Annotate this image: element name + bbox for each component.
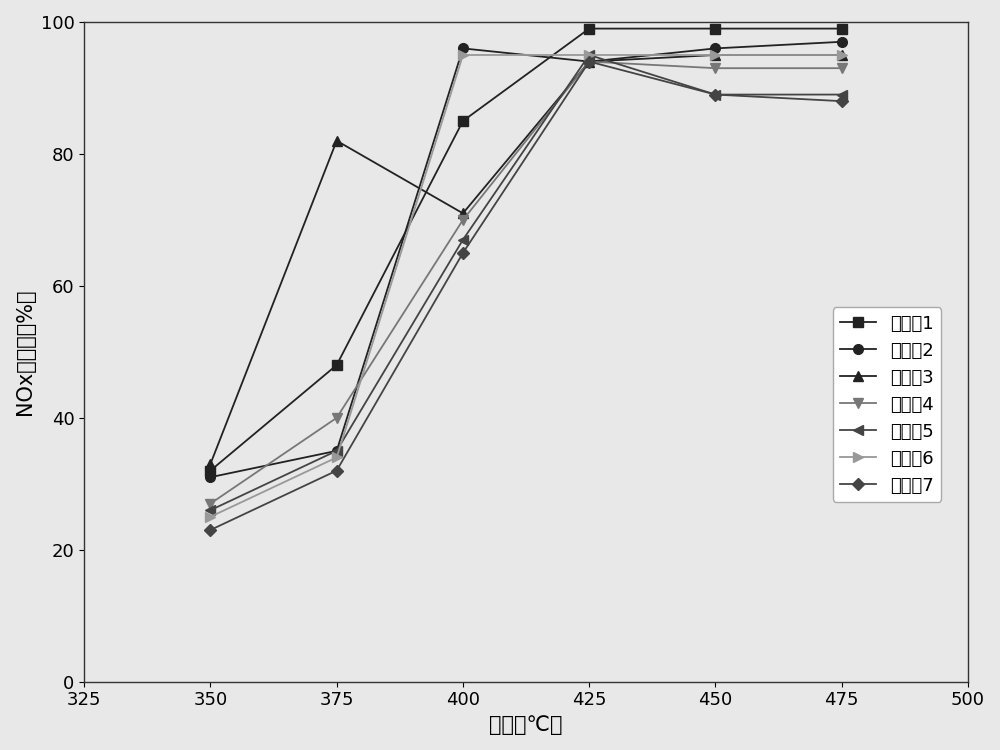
实施例5 bbox=[709, 90, 721, 99]
实施例2 bbox=[709, 44, 721, 53]
Line: 实施例3: 实施例3 bbox=[206, 50, 847, 469]
Line: 实施例2: 实施例2 bbox=[206, 37, 847, 482]
实施例4 bbox=[836, 64, 848, 73]
Legend: 实施例1, 实施例2, 实施例3, 实施例4, 实施例5, 实施例6, 实施例7: 实施例1, 实施例2, 实施例3, 实施例4, 实施例5, 实施例6, 实施例7 bbox=[833, 308, 941, 502]
实施例2 bbox=[204, 472, 216, 482]
实施例4 bbox=[204, 499, 216, 508]
实施例3 bbox=[204, 460, 216, 469]
实施例7 bbox=[836, 97, 848, 106]
实施例4 bbox=[331, 413, 343, 422]
实施例4 bbox=[709, 64, 721, 73]
Line: 实施例4: 实施例4 bbox=[206, 57, 847, 509]
实施例2 bbox=[836, 38, 848, 46]
实施例6 bbox=[709, 50, 721, 59]
实施例3 bbox=[583, 57, 595, 66]
实施例5 bbox=[836, 90, 848, 99]
实施例5 bbox=[457, 236, 469, 244]
实施例2 bbox=[457, 44, 469, 53]
实施例4 bbox=[583, 57, 595, 66]
实施例2 bbox=[583, 57, 595, 66]
实施例3 bbox=[836, 50, 848, 59]
实施例5 bbox=[583, 50, 595, 59]
Line: 实施例6: 实施例6 bbox=[206, 50, 847, 522]
实施例1 bbox=[709, 24, 721, 33]
实施例1 bbox=[204, 466, 216, 475]
实施例4 bbox=[457, 215, 469, 224]
Y-axis label: NOx转化率（%）: NOx转化率（%） bbox=[15, 289, 35, 415]
实施例3 bbox=[709, 50, 721, 59]
实施例3 bbox=[331, 136, 343, 146]
实施例7 bbox=[709, 90, 721, 99]
实施例6 bbox=[204, 512, 216, 521]
实施例1 bbox=[457, 116, 469, 125]
实施例6 bbox=[331, 453, 343, 462]
Line: 实施例5: 实施例5 bbox=[206, 50, 847, 515]
Line: 实施例1: 实施例1 bbox=[206, 24, 847, 476]
实施例1 bbox=[583, 24, 595, 33]
X-axis label: 温度（℃）: 温度（℃） bbox=[489, 715, 563, 735]
Line: 实施例7: 实施例7 bbox=[206, 58, 846, 534]
实施例7 bbox=[204, 526, 216, 535]
实施例1 bbox=[331, 361, 343, 370]
实施例7 bbox=[457, 248, 469, 257]
实施例5 bbox=[204, 506, 216, 515]
实施例1 bbox=[836, 24, 848, 33]
实施例5 bbox=[331, 446, 343, 455]
实施例6 bbox=[457, 50, 469, 59]
实施例7 bbox=[331, 466, 343, 475]
实施例3 bbox=[457, 209, 469, 218]
实施例7 bbox=[583, 57, 595, 66]
实施例6 bbox=[583, 50, 595, 59]
实施例6 bbox=[836, 50, 848, 59]
实施例2 bbox=[331, 446, 343, 455]
